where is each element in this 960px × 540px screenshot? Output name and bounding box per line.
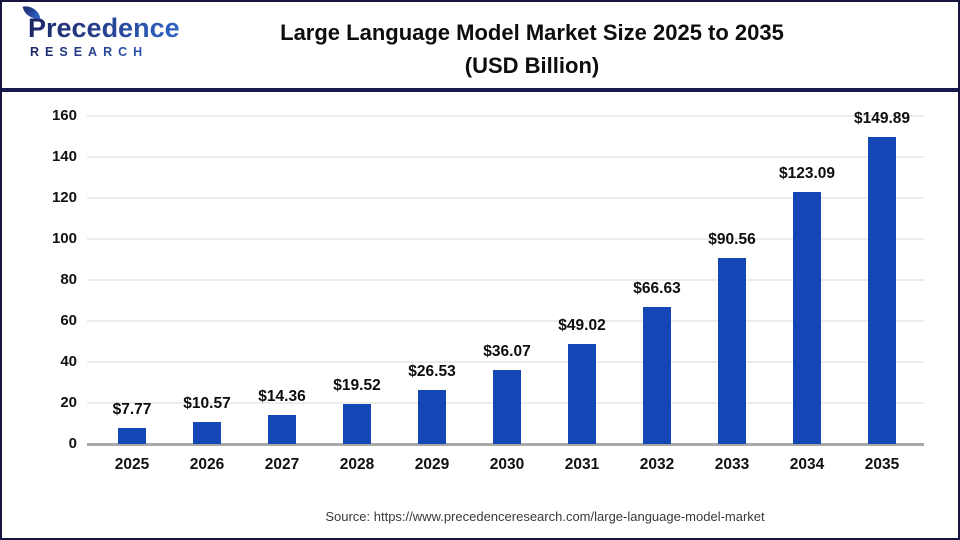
x-tick-2031: 2031	[564, 456, 600, 473]
y-tick-100: 100	[51, 230, 77, 247]
x-tick-2029: 2029	[414, 456, 450, 473]
bar-2025	[118, 428, 146, 444]
y-tick-20: 20	[60, 394, 77, 411]
header-divider	[2, 88, 958, 92]
bar-value-2026: $10.57	[183, 395, 231, 412]
logo-subtitle: RESEARCH	[26, 45, 196, 59]
bar-value-2035: $149.89	[853, 110, 911, 127]
bar-chart-area: 0 20 40 60 80 100 120 140 160 $7.77 2025 $10.57 2026…	[2, 92, 958, 502]
logo: Precedence RESEARCH	[22, 3, 196, 59]
y-tick-120: 120	[51, 189, 77, 206]
bar-value-2030: $36.07	[483, 343, 531, 360]
x-tick-2030: 2030	[489, 456, 525, 473]
gridline-40	[87, 361, 924, 363]
x-tick-2034: 2034	[789, 456, 825, 473]
x-tick-2027: 2027	[264, 456, 300, 473]
bar-2034	[793, 192, 821, 444]
gridline-80	[87, 279, 924, 281]
x-tick-2032: 2032	[639, 456, 675, 473]
gridline-60	[87, 320, 924, 322]
bar-value-2028: $19.52	[333, 377, 381, 394]
y-tick-0: 0	[68, 435, 77, 452]
bar-2028	[343, 404, 371, 444]
x-tick-2026: 2026	[189, 456, 225, 473]
y-tick-80: 80	[60, 271, 77, 288]
x-axis-line	[87, 443, 924, 446]
bar-value-2031: $49.02	[558, 317, 606, 334]
bar-2032	[643, 307, 671, 444]
bar-2029	[418, 390, 446, 444]
gridline-120	[87, 197, 924, 199]
bar-value-2033: $90.56	[708, 231, 756, 248]
y-tick-60: 60	[60, 312, 77, 329]
bar-value-2027: $14.36	[258, 388, 306, 405]
bar-value-2032: $66.63	[633, 280, 681, 297]
bar-2026	[193, 422, 221, 444]
bar-2030	[493, 370, 521, 444]
x-tick-2025: 2025	[114, 456, 150, 473]
chart-title-line1: Large Language Model Market Size 2025 to…	[280, 20, 784, 45]
source-text: Source: https://www.precedenceresearch.c…	[325, 509, 765, 524]
y-tick-40: 40	[60, 353, 77, 370]
bar-2027	[268, 415, 296, 444]
gridline-100	[87, 238, 924, 240]
y-tick-140: 140	[51, 148, 77, 165]
x-tick-2028: 2028	[339, 456, 375, 473]
x-tick-2033: 2033	[714, 456, 750, 473]
gridline-160	[87, 115, 924, 117]
bar-2033	[718, 258, 746, 444]
chart-title: Large Language Model Market Size 2025 to…	[114, 16, 950, 82]
bar-2035	[868, 137, 896, 444]
header: Precedence RESEARCH Large Language Model…	[2, 2, 958, 88]
bar-value-2029: $26.53	[408, 363, 456, 380]
bar-2031	[568, 344, 596, 444]
y-tick-160: 160	[51, 107, 77, 124]
bar-value-2034: $123.09	[778, 165, 836, 182]
bar-value-2025: $7.77	[112, 401, 152, 418]
x-tick-2035: 2035	[864, 456, 900, 473]
gridline-140	[87, 156, 924, 158]
chart-title-line2: (USD Billion)	[464, 53, 600, 78]
